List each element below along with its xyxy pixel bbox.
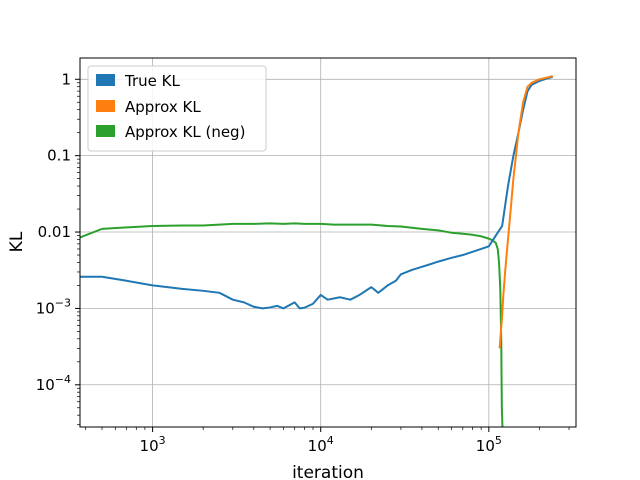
legend-label-approx-kl: Approx KL <box>125 98 201 116</box>
plot-frame <box>79 57 577 428</box>
series-line-approx-kl-neg <box>79 222 504 428</box>
series-line-true-kl <box>80 75 554 310</box>
x-axis-label: iteration <box>292 463 364 480</box>
legend-label-approx-kl-neg: Approx KL (neg) <box>125 123 245 141</box>
legend-swatch-approx-kl <box>96 100 115 112</box>
legend-swatch-approx-kl-neg <box>96 125 115 137</box>
legend: True KL Approx KL Approx KL (neg) <box>87 65 267 152</box>
y-tick-label: 1 <box>61 70 71 88</box>
plot-series <box>79 75 554 428</box>
legend-label-true-kl: True KL <box>124 72 180 90</box>
legend-box <box>87 65 267 152</box>
y-axis-label: KL <box>7 231 27 252</box>
y-tick-label: 0.01 <box>38 223 71 241</box>
series-line-approx-kl <box>498 75 553 349</box>
legend-swatch-true-kl <box>96 74 115 86</box>
y-tick-label: 0.1 <box>47 147 71 165</box>
